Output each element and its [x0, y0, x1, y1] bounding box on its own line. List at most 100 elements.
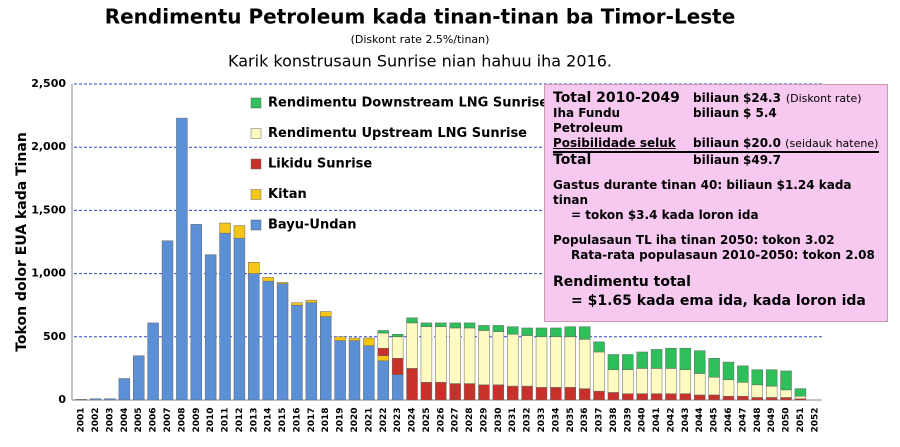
bar-segment: [262, 280, 274, 401]
bar-segment: [765, 385, 778, 398]
bar-segment: [578, 388, 591, 401]
x-tick-label: 2028: [465, 407, 475, 432]
bar-segment: [262, 277, 274, 282]
bar-segment: [607, 369, 620, 393]
bar-segment: [377, 347, 389, 357]
bar-segment: [737, 365, 749, 383]
bar-segment: [435, 326, 447, 383]
x-tick-label: 2032: [523, 407, 533, 432]
bar-segment: [751, 369, 763, 386]
x-tick-label: 2031: [508, 407, 518, 432]
bar-segment: [593, 351, 605, 392]
row: Posibilidade seluk biliaun $20.0 (seidauk …: [553, 136, 879, 153]
text-line: Rata-rata populasaun 2010-2050: tokon 2.…: [571, 248, 875, 262]
cell: $49.7: [743, 153, 781, 167]
bar-segment: [737, 382, 749, 397]
text-line: Rendimentu total: [553, 274, 691, 290]
legend-label: Kitan: [268, 187, 307, 202]
legend-label: Rendimentu Upstream LNG Sunrise: [268, 126, 527, 141]
cell: Iha Fundu Petroleum: [553, 106, 624, 135]
info-box: Total 2010-2049 biliaun $24.3 (Diskont rat…: [544, 84, 888, 322]
x-tick-label: 2048: [753, 407, 763, 432]
bar-segment: [363, 337, 375, 346]
cell: biliaun: [693, 153, 740, 167]
x-tick-label: 2005: [134, 407, 144, 432]
x-tick-label: 2027: [451, 407, 461, 432]
y-tick-label: 2,000: [31, 140, 66, 153]
x-tick-label: 2026: [436, 407, 446, 432]
bar-segment: [694, 373, 706, 396]
cell: biliaun: [693, 91, 740, 105]
bar-segment: [377, 330, 389, 334]
bar-segment: [564, 387, 576, 401]
y-tick-label: 500: [43, 330, 66, 343]
bar-segment: [521, 335, 533, 387]
bar-segment: [104, 398, 116, 401]
bar-segment: [377, 360, 389, 401]
x-tick-label: 2050: [782, 407, 792, 432]
bar-segment: [593, 341, 605, 353]
x-tick-label: 2051: [796, 407, 806, 432]
bar-segment: [636, 393, 648, 401]
bar-segment: [492, 325, 505, 332]
bar-segment: [765, 397, 778, 401]
bar-segment: [478, 330, 490, 386]
text-line: Populasaun TL iha tinan 2050: tokon 3.02: [553, 233, 835, 247]
bar-segment: [133, 355, 145, 401]
x-tick-label: 2043: [681, 407, 691, 432]
bar-segment: [622, 369, 634, 394]
bar-segment: [550, 327, 562, 338]
cell: (Diskont rate): [785, 92, 862, 105]
bar-segment: [391, 336, 404, 359]
bar-segment: [176, 117, 188, 401]
x-tick-label: 2007: [163, 407, 173, 432]
bar-segment: [550, 387, 562, 401]
x-tick-label: 2049: [767, 407, 777, 432]
legend-label: Bayu-Undan: [268, 218, 357, 233]
bar-segment: [320, 311, 332, 317]
bar-segment: [722, 361, 735, 381]
bar-segment: [233, 237, 246, 401]
bar-segment: [636, 368, 648, 394]
bar-segment: [291, 304, 303, 401]
bar-segment: [219, 232, 231, 401]
x-tick-label: 2052: [810, 407, 820, 432]
bar-segment: [406, 317, 418, 324]
y-tick-label: 2,500: [31, 77, 66, 90]
x-tick-label: 2037: [595, 407, 605, 432]
bar-segment: [780, 397, 792, 401]
bar-segment: [391, 374, 404, 401]
bar-segment: [794, 388, 807, 397]
bar-segment: [607, 392, 620, 401]
x-tick-label: 2003: [105, 407, 115, 432]
x-tick-label: 2039: [623, 407, 633, 432]
chart-title: Rendimentu Petroleum kada tinan-tinan ba…: [105, 5, 736, 29]
bar-segment: [391, 358, 404, 375]
bar-segment: [291, 302, 303, 306]
bar-segment: [463, 383, 476, 401]
bar-segment: [535, 387, 548, 401]
bar-segment: [449, 322, 461, 329]
bar-segment: [794, 395, 807, 399]
bar-segment: [89, 398, 102, 401]
text-line: = $1.65 kada ema ida, kada loron ida: [571, 293, 866, 309]
bar-segment: [363, 345, 375, 401]
x-tick-label: 2029: [479, 407, 489, 432]
bar-segment: [320, 316, 332, 401]
bar-segment: [665, 347, 677, 369]
bar-segment: [334, 336, 346, 341]
bar-segment: [147, 322, 159, 401]
bar-segment: [679, 347, 692, 370]
bar-segment: [248, 261, 260, 274]
x-tick-label: 2008: [177, 407, 187, 432]
x-tick-label: 2001: [77, 407, 87, 432]
bar-segment: [420, 322, 433, 327]
bar-segment: [420, 326, 433, 383]
row: Iha Fundu Petroleum biliaun $ 5.4: [553, 106, 879, 136]
bar-segment: [348, 337, 361, 341]
bar-segment: [650, 349, 663, 369]
x-tick-label: 2034: [551, 407, 561, 432]
bar-segment: [334, 340, 346, 401]
x-tick-label: 2041: [652, 407, 662, 432]
bar-segment: [449, 327, 461, 384]
